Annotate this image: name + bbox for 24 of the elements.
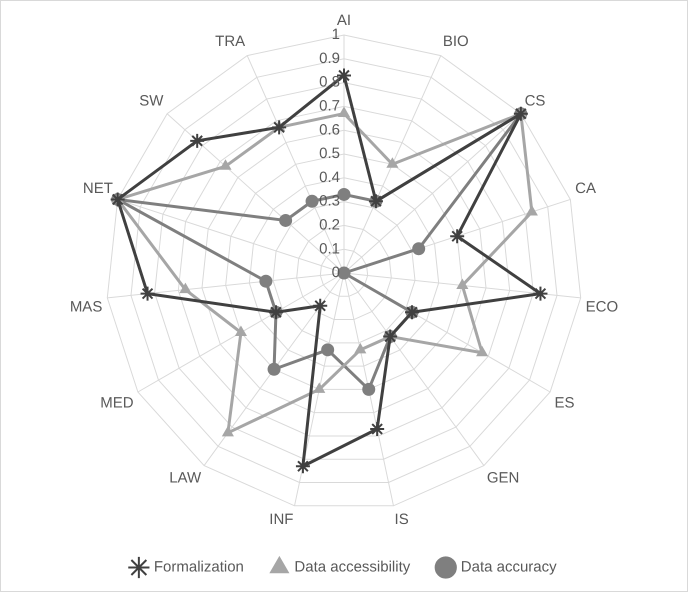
spoke-label: BIO <box>442 33 469 50</box>
spoke-label: TRA <box>215 33 246 50</box>
spoke-label: INF <box>269 510 294 528</box>
spoke-label: ECO <box>586 298 618 316</box>
spoke-label: SW <box>139 92 164 110</box>
y-tick-label: 0.6 <box>319 121 340 138</box>
spoke-label: MED <box>100 394 134 412</box>
spoke-label: MAS <box>70 298 102 316</box>
spoke-label: CA <box>575 180 596 198</box>
spoke-label: LAW <box>169 470 202 487</box>
legend-label: Data accessibility <box>294 558 411 576</box>
y-tick-label: 0.1 <box>319 240 340 258</box>
spoke-label: IS <box>394 510 409 528</box>
y-tick-label: 0.7 <box>319 98 340 115</box>
spoke-label: GEN <box>486 470 520 487</box>
spoke-label: CS <box>524 92 546 110</box>
y-tick-label: 0.4 <box>319 168 340 186</box>
y-tick-label: 0.2 <box>319 216 340 234</box>
spoke-label: NET <box>82 180 113 198</box>
legend-label: Data accuracy <box>460 558 558 576</box>
y-tick-label: 0.9 <box>319 50 340 67</box>
y-tick-label: 0.5 <box>319 145 340 162</box>
legend-label: Formalization <box>154 558 244 576</box>
spoke-label: ES <box>554 394 574 412</box>
